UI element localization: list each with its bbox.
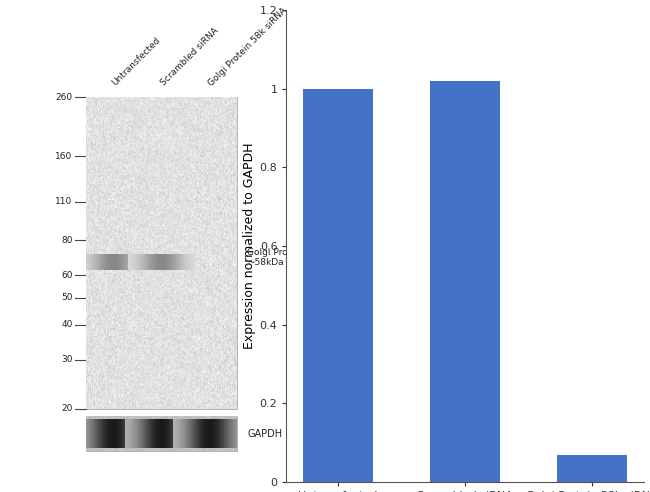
Bar (303, 89, 372, 482)
Bar (557, 455, 627, 482)
Text: GAPDH: GAPDH (247, 429, 282, 439)
Text: Golgi Protein 58k siRNA: Golgi Protein 58k siRNA (207, 6, 289, 88)
Text: Scrambled siRNA: Scrambled siRNA (159, 27, 220, 88)
Text: Golgi Protein 58k
~58kDa: Golgi Protein 58k ~58kDa (247, 248, 325, 268)
Text: 20: 20 (61, 404, 73, 413)
Bar (86, 97, 237, 409)
Text: Untransfected: Untransfected (111, 36, 162, 88)
Text: 260: 260 (55, 92, 73, 102)
Y-axis label: Expression normalized to GAPDH: Expression normalized to GAPDH (242, 143, 255, 349)
Text: 60: 60 (61, 271, 73, 280)
Text: 160: 160 (55, 152, 73, 161)
Text: 40: 40 (61, 320, 73, 329)
Bar (430, 81, 500, 482)
Text: 50: 50 (61, 293, 73, 302)
Text: 80: 80 (61, 236, 73, 245)
Bar (86, 416, 237, 452)
Text: 30: 30 (61, 355, 73, 364)
Text: 110: 110 (55, 197, 73, 206)
